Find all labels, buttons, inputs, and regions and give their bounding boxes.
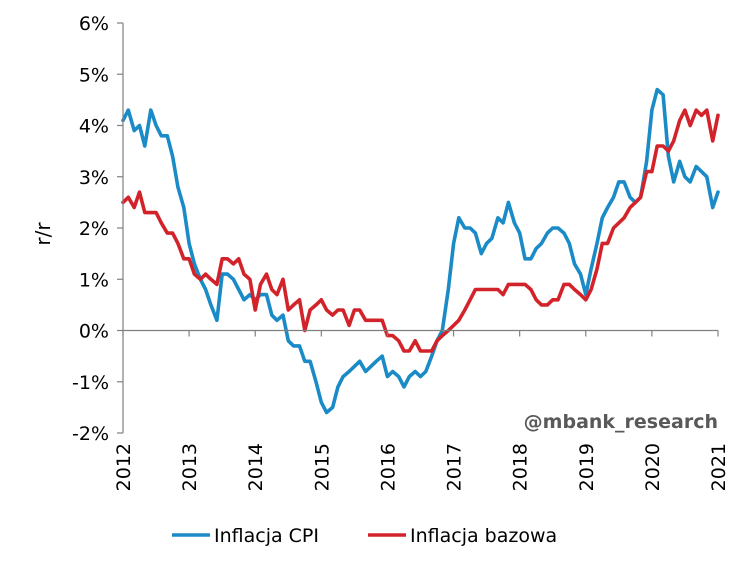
- x-tick-label: 2021: [708, 443, 730, 491]
- x-tick-label: 2017: [444, 443, 466, 491]
- y-tick-label: 4%: [79, 116, 109, 138]
- y-tick-label: -1%: [72, 372, 109, 394]
- series-line-cpi: [121, 87, 720, 415]
- legend-label: Inflacja CPI: [214, 525, 319, 547]
- y-tick-label: 3%: [79, 167, 109, 189]
- y-tick-label: 5%: [79, 64, 109, 86]
- x-tick-label: 2012: [113, 443, 135, 491]
- y-tick-label: 1%: [79, 269, 109, 291]
- y-tick-label: -2%: [72, 423, 109, 445]
- legend: Inflacja CPI Inflacja bazowa: [172, 525, 557, 547]
- x-tick-label: 2013: [179, 443, 201, 491]
- x-axis: 2012 2013 2014 2015 2016 2017 2018 2019 2020 2021: [113, 329, 730, 491]
- y-axis: -2% -1% 0% 1% 2% 3% 4% 5% 6%: [72, 13, 124, 445]
- x-tick-label: 2014: [245, 443, 267, 491]
- plot-area: [121, 87, 720, 415]
- series-line-core: [121, 108, 720, 353]
- x-tick-label: 2018: [510, 443, 532, 491]
- watermark: @mbank_research: [524, 411, 718, 433]
- y-tick-label: 2%: [79, 218, 109, 240]
- y-tick-label: 6%: [79, 13, 109, 35]
- y-tick-label: 0%: [79, 321, 109, 343]
- x-tick-label: 2016: [377, 443, 399, 491]
- x-tick-label: 2020: [642, 443, 664, 491]
- y-axis-label: r/r: [31, 222, 55, 246]
- x-tick-label: 2015: [311, 443, 333, 491]
- x-tick-label: 2019: [576, 443, 598, 491]
- legend-label: Inflacja bazowa: [410, 525, 557, 547]
